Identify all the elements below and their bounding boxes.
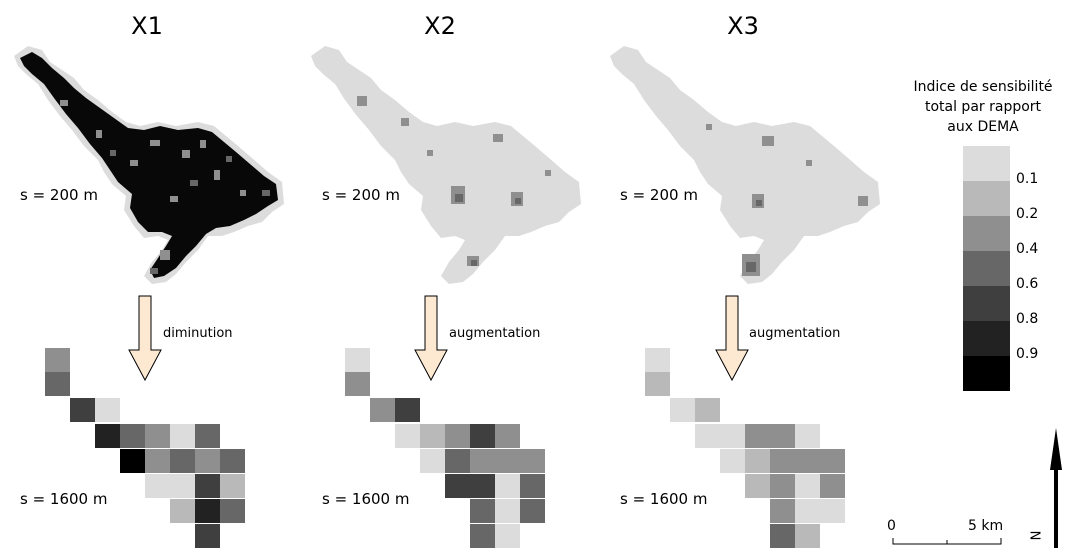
coarse-label-x1: s = 1600 m bbox=[20, 490, 108, 508]
change-label-x1: diminution bbox=[163, 326, 233, 341]
legend-swatch bbox=[963, 216, 1010, 251]
legend-class-label: 0.9 bbox=[1016, 346, 1039, 362]
coarse-label-x2: s = 1600 m bbox=[322, 490, 410, 508]
scale-end-label: 5 km bbox=[968, 518, 1004, 534]
coarse-label-x3: s = 1600 m bbox=[620, 490, 708, 508]
scale-start-label: 0 bbox=[887, 518, 896, 534]
change-label-x2: augmentation bbox=[449, 326, 541, 341]
arrow-x3 bbox=[715, 295, 749, 382]
map-x3-fine bbox=[610, 46, 880, 284]
panel-title-x2: X2 bbox=[424, 12, 456, 40]
fine-label-x2: s = 200 m bbox=[322, 186, 400, 204]
legend-swatch bbox=[963, 321, 1010, 356]
legend-title: Indice de sensibilité total par rapport … bbox=[913, 79, 1053, 135]
legend-swatches bbox=[963, 146, 1010, 391]
fine-label-x3: s = 200 m bbox=[620, 186, 698, 204]
legend-swatch bbox=[963, 251, 1010, 286]
north-label: N bbox=[1029, 530, 1045, 541]
panel-title-x3: X3 bbox=[727, 12, 759, 40]
legend-swatch bbox=[963, 286, 1010, 321]
map-x2-coarse bbox=[345, 348, 545, 548]
map-x1-coarse bbox=[45, 348, 245, 548]
change-label-x3: augmentation bbox=[749, 326, 841, 341]
fine-label-x1: s = 200 m bbox=[20, 186, 98, 204]
legend-swatch bbox=[963, 181, 1010, 216]
map-x3-coarse bbox=[645, 348, 845, 548]
legend-class-label: 0.2 bbox=[1016, 206, 1039, 222]
legend-class-label: 0.6 bbox=[1016, 276, 1039, 292]
north-arrow-icon bbox=[1050, 428, 1062, 548]
map-x1-fine bbox=[14, 46, 284, 284]
legend-swatch bbox=[963, 356, 1010, 391]
arrow-x2 bbox=[414, 295, 448, 382]
legend-class-label: 0.4 bbox=[1016, 241, 1039, 257]
legend-class-label: 0.1 bbox=[1016, 171, 1039, 187]
panel-title-x1: X1 bbox=[131, 12, 163, 40]
scale-bar bbox=[892, 538, 1002, 545]
map-x2-fine bbox=[311, 46, 581, 284]
legend-swatch bbox=[963, 146, 1010, 181]
arrow-x1 bbox=[128, 295, 162, 382]
legend-class-label: 0.8 bbox=[1016, 311, 1039, 327]
